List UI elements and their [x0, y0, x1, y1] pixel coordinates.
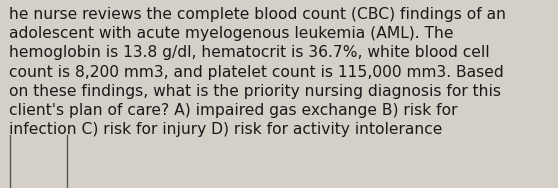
Text: he nurse reviews the complete blood count (CBC) findings of an
adolescent with a: he nurse reviews the complete blood coun…	[9, 7, 506, 137]
